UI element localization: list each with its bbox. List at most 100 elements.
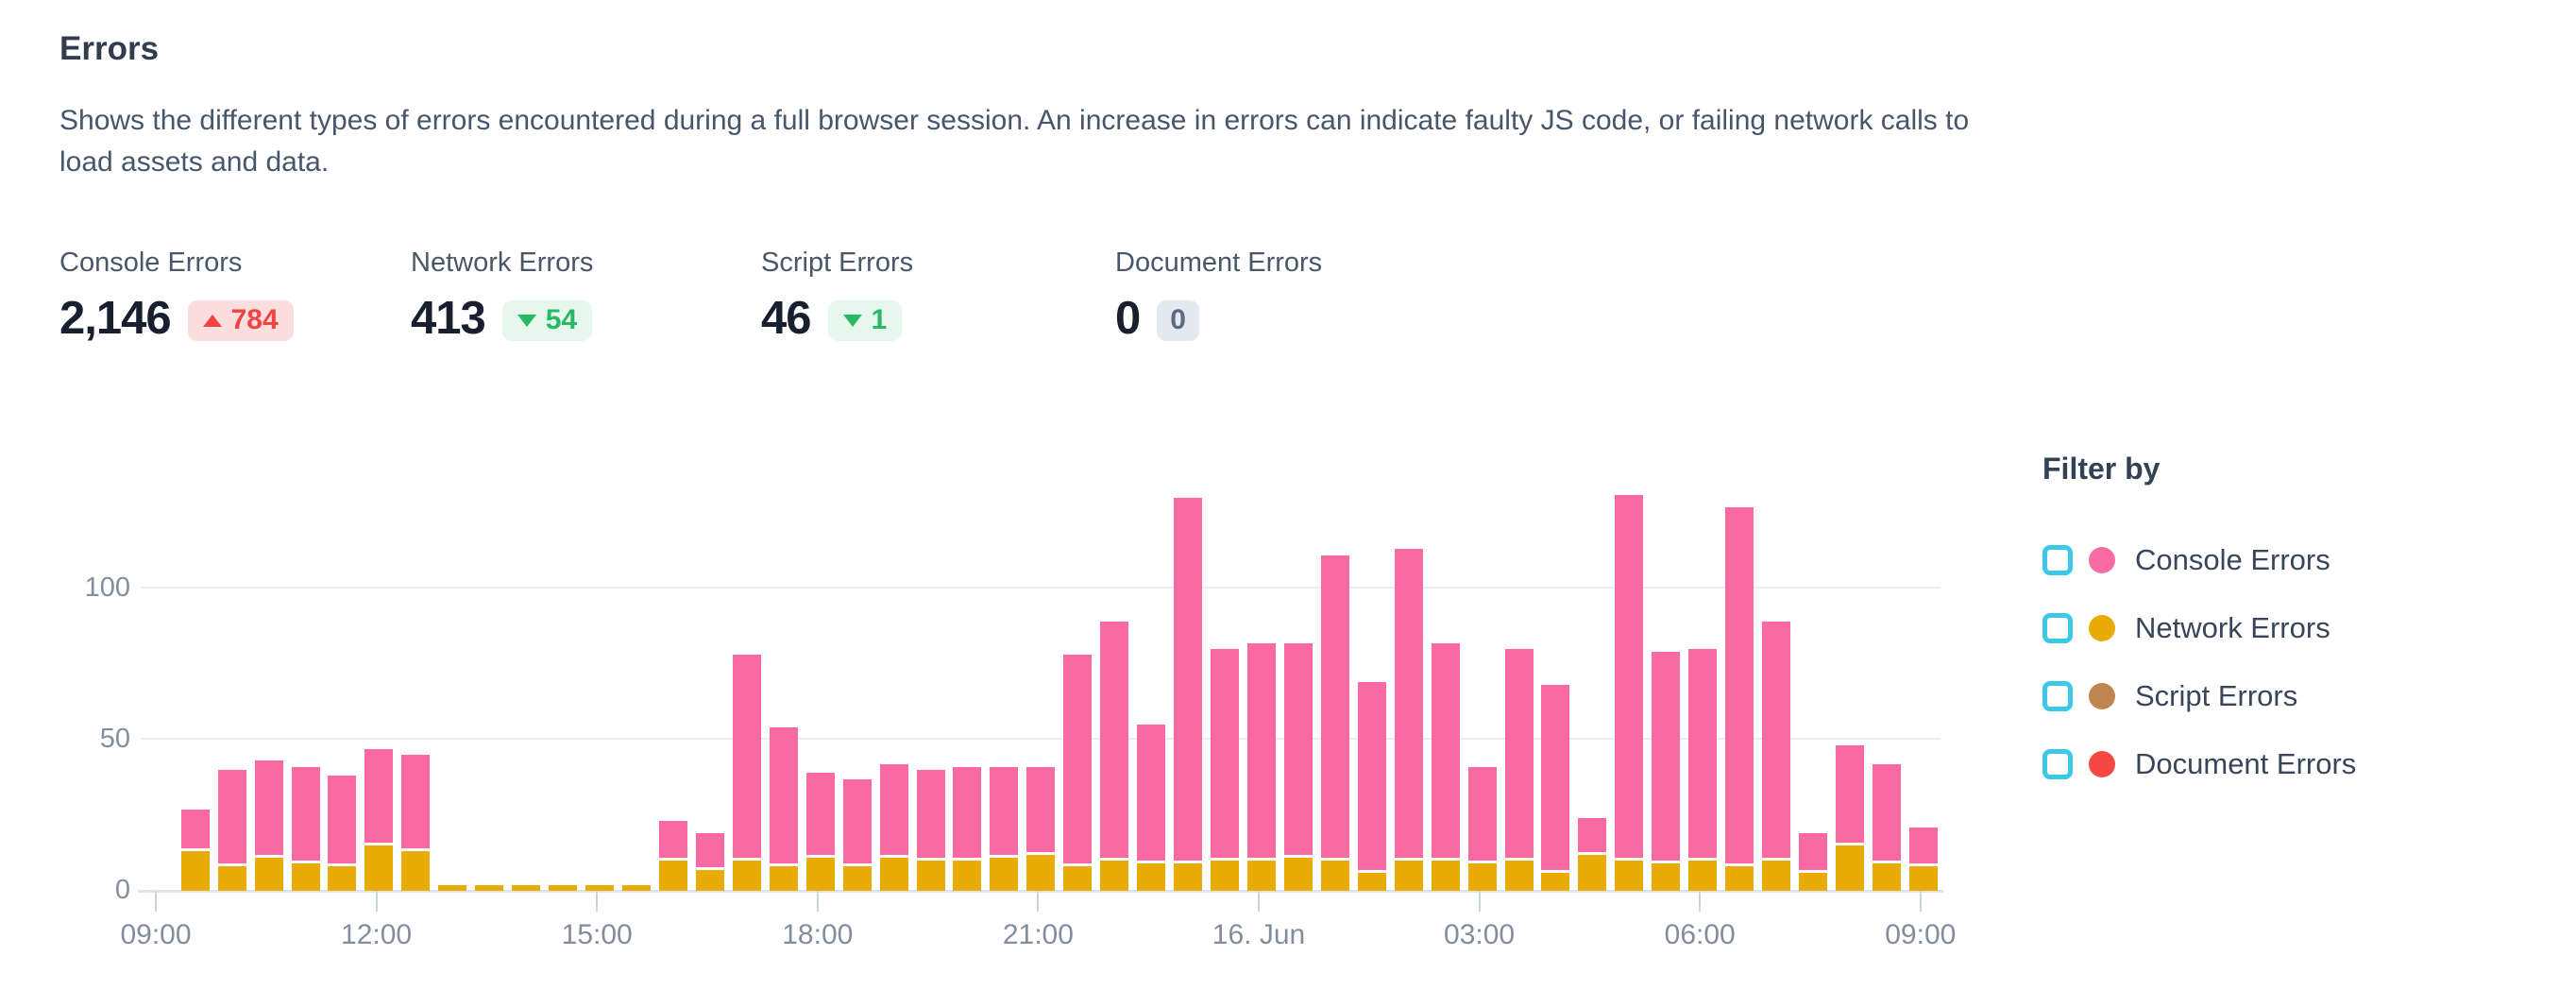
console-errors-segment <box>916 770 945 858</box>
segment-divider <box>805 854 835 858</box>
network-errors-segment <box>1872 863 1901 891</box>
stacked-bar <box>658 821 687 891</box>
segment-divider <box>1246 858 1276 861</box>
network-errors-segment <box>180 851 210 891</box>
chart-legend: Filter by Console Errors Network Errors Sc… <box>2042 452 2552 780</box>
segment-divider <box>1541 869 1570 873</box>
segment-divider <box>1431 858 1460 861</box>
segment-divider <box>658 858 687 861</box>
segment-divider <box>1652 861 1681 864</box>
stacked-bar <box>1137 725 1166 891</box>
stacked-bar <box>990 766 1019 891</box>
y-gridline <box>142 587 1940 589</box>
stacked-bar <box>1174 498 1203 891</box>
stat-value: 0 <box>1115 293 1141 344</box>
network-errors-segment <box>658 861 687 891</box>
stacked-bar <box>1504 649 1534 891</box>
stat-value: 2,146 <box>59 293 172 344</box>
console-errors-segment <box>953 766 982 858</box>
stat-label: Document Errors <box>1115 248 1323 278</box>
segment-divider <box>769 863 798 867</box>
segment-divider <box>1504 858 1534 861</box>
filter-checkbox[interactable] <box>2042 681 2073 711</box>
stacked-bar <box>438 884 467 891</box>
stat-delta-badge: 0 <box>1157 299 1199 341</box>
legend-item-document-errors: Document Errors <box>2042 745 2356 783</box>
network-errors-segment <box>1762 861 1791 891</box>
network-errors-segment <box>1467 863 1497 891</box>
console-errors-segment <box>1578 818 1607 852</box>
stats-row: Console Errors 2,146 784 Network Errors … <box>59 248 1493 345</box>
stat-delta-badge: 784 <box>187 299 294 341</box>
segment-divider <box>1578 851 1607 855</box>
console-errors-segment <box>1467 766 1497 862</box>
console-errors-segment <box>732 655 761 858</box>
console-errors-segment <box>1799 833 1828 870</box>
stacked-bar <box>1652 652 1681 891</box>
delta-arrow-icon <box>202 314 222 327</box>
segment-divider <box>842 863 872 867</box>
legend-item-label[interactable]: Script Errors <box>2135 679 2298 712</box>
stacked-bar <box>732 655 761 891</box>
stacked-bar <box>1283 642 1313 891</box>
console-errors-segment <box>658 821 687 858</box>
x-axis-tick-label: 03:00 <box>1444 919 1516 950</box>
console-errors-segment <box>1211 649 1240 858</box>
stacked-bar <box>1246 642 1276 891</box>
console-errors-segment <box>1688 649 1718 858</box>
filter-checkbox[interactable] <box>2042 613 2073 643</box>
segment-divider <box>1320 858 1349 861</box>
filter-checkbox[interactable] <box>2042 749 2073 779</box>
stacked-bar <box>842 778 872 891</box>
filter-checkbox[interactable] <box>2042 545 2073 575</box>
network-errors-segment <box>1026 854 1056 891</box>
x-axis-tick-label: 06:00 <box>1664 919 1736 950</box>
stacked-bar <box>364 748 394 891</box>
network-errors-segment <box>990 857 1019 891</box>
console-errors-segment <box>1725 506 1754 864</box>
stacked-bar <box>916 770 945 891</box>
network-errors-segment <box>364 845 394 891</box>
panel-description: Shows the different types of errors enco… <box>59 105 1970 178</box>
console-errors-segment <box>769 727 798 864</box>
console-errors-segment <box>1431 642 1460 858</box>
x-axis-tick <box>1037 891 1040 912</box>
network-errors-segment <box>842 866 872 891</box>
segment-divider <box>695 866 724 870</box>
network-errors-segment <box>1283 857 1313 891</box>
console-errors-segment <box>1762 622 1791 858</box>
legend-title: Filter by <box>2042 452 2161 486</box>
stacked-bar <box>1320 555 1349 891</box>
network-errors-segment <box>1100 861 1129 891</box>
legend-item-label[interactable]: Network Errors <box>2135 611 2330 644</box>
network-errors-segment <box>695 869 724 891</box>
console-errors-segment <box>879 763 908 855</box>
stacked-bar <box>1762 622 1791 891</box>
stat-network-errors: Network Errors 413 54 <box>411 248 761 345</box>
console-errors-segment <box>291 766 320 862</box>
network-errors-segment <box>1504 861 1534 891</box>
stacked-bar <box>769 727 798 891</box>
console-errors-segment <box>1652 652 1681 862</box>
network-errors-segment <box>1431 861 1460 891</box>
network-errors-segment <box>328 866 357 891</box>
network-errors-segment <box>1836 845 1864 891</box>
network-errors-segment <box>1246 861 1276 891</box>
segment-divider <box>364 843 394 845</box>
segment-divider <box>1063 863 1093 867</box>
stacked-bar <box>549 884 578 891</box>
segment-divider <box>1467 861 1497 864</box>
delta-arrow-icon <box>517 314 536 327</box>
legend-item-label[interactable]: Console Errors <box>2135 543 2330 576</box>
legend-item-network-errors: Network Errors <box>2042 609 2356 647</box>
network-errors-segment <box>1211 861 1240 891</box>
series-color-dot-icon <box>2089 751 2115 777</box>
stat-delta: 784 <box>230 304 279 335</box>
console-errors-segment <box>217 770 246 864</box>
page-title: Errors <box>59 30 160 67</box>
y-axis-tick-label: 0 <box>114 875 130 905</box>
network-errors-segment <box>585 884 615 891</box>
console-errors-segment <box>805 773 835 855</box>
legend-item-label[interactable]: Document Errors <box>2135 747 2357 780</box>
stacked-bar <box>621 884 651 891</box>
